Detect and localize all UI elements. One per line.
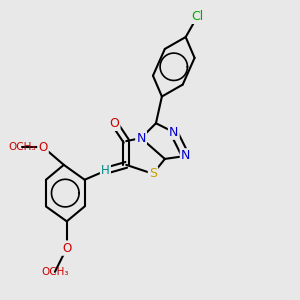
Text: OCH₃: OCH₃ (8, 142, 36, 152)
Text: O: O (110, 117, 119, 130)
Text: N: N (181, 149, 190, 162)
Text: OCH₃: OCH₃ (41, 267, 69, 277)
Text: Cl: Cl (191, 10, 204, 23)
Text: O: O (62, 242, 71, 255)
Text: S: S (149, 167, 157, 180)
Text: H: H (101, 164, 110, 177)
Text: N: N (169, 126, 178, 139)
Text: N: N (136, 132, 146, 145)
Text: O: O (38, 140, 48, 154)
